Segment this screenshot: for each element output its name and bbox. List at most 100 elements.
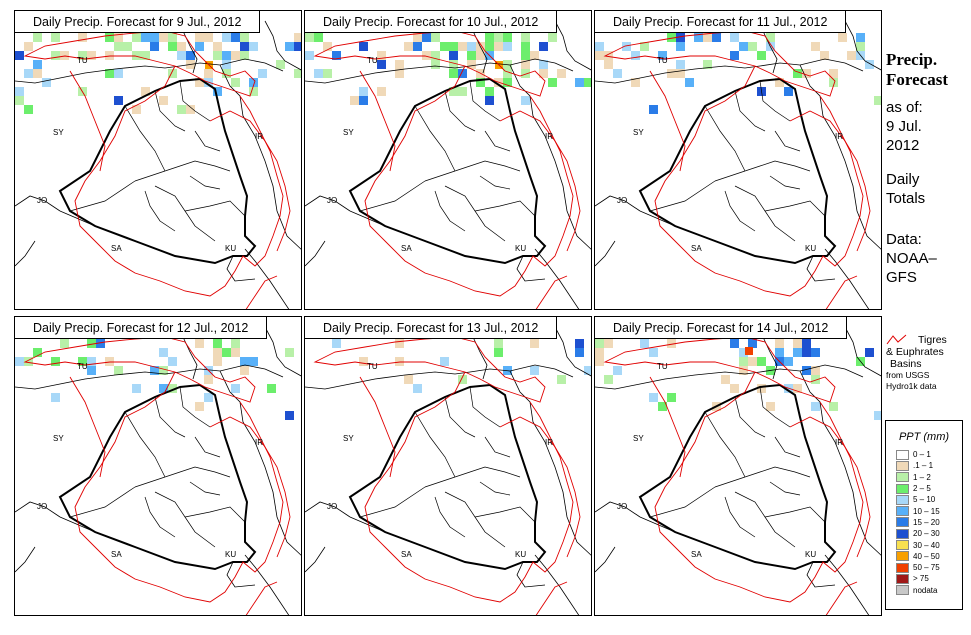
precip-cell <box>305 51 314 60</box>
precip-cell <box>802 339 811 348</box>
label-ku: KU <box>805 244 816 253</box>
precip-cell <box>494 348 503 357</box>
basin-legend-line-2: & Euphrates <box>886 346 944 358</box>
precip-cell <box>249 42 258 51</box>
precip-cell <box>847 51 856 60</box>
precip-cell <box>685 78 694 87</box>
precip-cell <box>150 42 159 51</box>
panel-title: Daily Precip. Forecast for 13 Jul., 2012 <box>305 317 558 339</box>
precip-cell <box>78 357 87 366</box>
legend-item: 5 – 10 <box>896 494 962 505</box>
legend-label: > 75 <box>913 574 929 584</box>
precip-cell <box>775 348 784 357</box>
daily-totals-block: Daily Totals <box>886 170 925 208</box>
precip-cell <box>613 366 622 375</box>
label-jo: JO <box>327 502 337 511</box>
precip-cell <box>33 348 42 357</box>
legend-item: 10 – 15 <box>896 505 962 517</box>
precip-cell <box>757 384 766 393</box>
precip-cell <box>595 42 604 51</box>
precip-cell <box>240 33 249 42</box>
panel-title: Daily Precip. Forecast for 9 Jul., 2012 <box>15 11 261 33</box>
label-ir: IR <box>545 438 553 447</box>
precip-cell <box>359 357 368 366</box>
legend-item: nodata <box>896 585 962 596</box>
precip-cell <box>404 375 413 384</box>
precip-cell <box>159 348 168 357</box>
legend-item: 15 – 20 <box>896 517 962 528</box>
province-borders <box>359 80 536 242</box>
panel-title: Daily Precip. Forecast for 11 Jul., 2012 <box>595 11 847 33</box>
precip-cell <box>431 33 440 42</box>
province-borders <box>649 386 826 548</box>
precip-cell <box>766 402 775 411</box>
precip-cell <box>195 33 204 42</box>
precip-cell <box>33 60 42 69</box>
precip-cell <box>231 348 240 357</box>
label-sa: SA <box>691 550 702 559</box>
precip-cell <box>703 33 712 42</box>
precip-cell <box>285 42 294 51</box>
precip-cell <box>494 339 503 348</box>
map-svg: AM AJ TU SY IR JO SA KU <box>305 326 591 615</box>
precip-cell <box>15 357 24 366</box>
legend-label: 0 – 1 <box>913 450 931 460</box>
precip-cell <box>449 87 458 96</box>
province-borders <box>359 386 536 548</box>
precip-cell <box>132 384 141 393</box>
precip-cell <box>449 42 458 51</box>
precip-cell <box>503 33 512 42</box>
label-ku: KU <box>805 550 816 559</box>
precip-cell <box>177 105 186 114</box>
label-sy: SY <box>633 128 644 137</box>
legend-swatch <box>896 517 909 528</box>
data-label: Data: <box>886 231 922 248</box>
precip-cell <box>150 366 159 375</box>
precip-cell <box>793 348 802 357</box>
precip-cell <box>60 51 69 60</box>
precip-cell <box>240 366 249 375</box>
precip-cell <box>141 51 150 60</box>
precip-cell <box>141 87 150 96</box>
precip-cell <box>539 42 548 51</box>
precip-cell <box>874 411 881 420</box>
precip-cell <box>213 339 222 348</box>
map-panel-6: AM AJ TU SY IR JO SA KU Daily Precip. Fo… <box>594 316 882 616</box>
precip-cell <box>42 78 51 87</box>
label-ir: IR <box>255 438 263 447</box>
precip-cell <box>332 51 341 60</box>
precip-cell <box>213 51 222 60</box>
precip-cell <box>467 42 476 51</box>
precip-cell <box>530 339 539 348</box>
precip-cell <box>177 42 186 51</box>
precip-cell <box>51 357 60 366</box>
province-borders <box>69 80 246 242</box>
precip-cell <box>748 42 757 51</box>
precip-cell <box>195 339 204 348</box>
precip-cell <box>413 384 422 393</box>
precip-cell <box>305 33 314 42</box>
precip-cell <box>404 42 413 51</box>
precip-cell <box>377 60 386 69</box>
precip-cell <box>667 339 676 348</box>
country-borders <box>595 20 881 309</box>
precip-cell <box>676 69 685 78</box>
precip-cell <box>748 339 757 348</box>
precip-cell <box>730 51 739 60</box>
precip-cell <box>132 105 141 114</box>
precip-cell <box>521 51 530 60</box>
label-sy: SY <box>343 128 354 137</box>
precip-cell <box>449 69 458 78</box>
precip-cell <box>476 78 485 87</box>
precip-cell <box>186 105 195 114</box>
precip-cell <box>24 69 33 78</box>
sidebar-title: Precip. Forecast <box>886 50 948 90</box>
precip-cell <box>622 42 631 51</box>
precip-cell <box>745 347 753 355</box>
precip-cell <box>811 402 820 411</box>
precip-cell <box>604 339 613 348</box>
precip-cells <box>15 339 294 420</box>
precip-cell <box>485 87 494 96</box>
precip-cell <box>649 393 658 402</box>
precip-cell <box>323 69 332 78</box>
